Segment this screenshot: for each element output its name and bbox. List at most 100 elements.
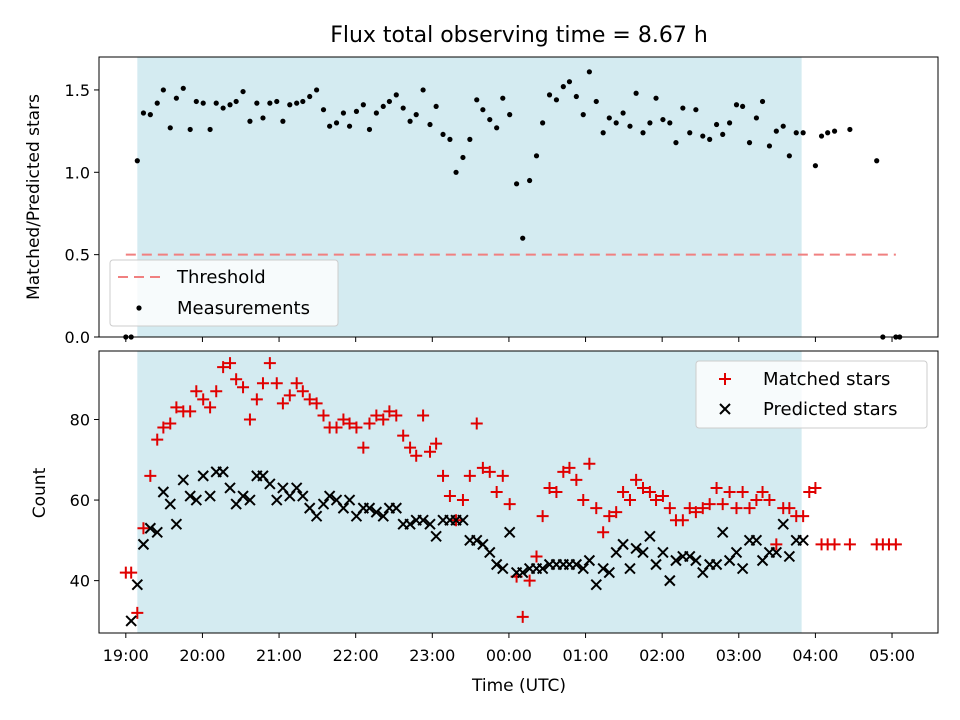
x-tick-label: 22:00: [333, 646, 379, 665]
measurement-point: [134, 158, 140, 164]
x-tick-label: 02:00: [639, 646, 685, 665]
matched-point: [217, 361, 230, 374]
predicted-point: [244, 494, 256, 506]
predicted-point: [144, 522, 157, 534]
matched-point: [296, 385, 309, 398]
measurement-point: [687, 130, 693, 136]
predicted-point: [197, 470, 209, 482]
measurement-point: [700, 133, 706, 139]
predicted-point: [290, 482, 303, 494]
predicted-point: [650, 558, 662, 571]
predicted-point: [457, 514, 469, 526]
measurement-point: [274, 98, 280, 105]
measurement-point: [453, 169, 459, 175]
measurement-point: [373, 110, 379, 116]
legend-predicted-label: Predicted stars: [763, 399, 897, 420]
predicted-point: [783, 550, 796, 563]
matched-point: [404, 441, 417, 454]
predicted-point: [131, 578, 144, 591]
measurement-point: [733, 102, 740, 108]
matched-point: [577, 494, 590, 507]
measurement-point: [786, 153, 792, 159]
measurement-point: [513, 181, 520, 187]
predicted-point: [570, 558, 583, 571]
matched-point: [809, 481, 822, 494]
predicted-point: [151, 526, 163, 538]
predicted-point: [377, 510, 389, 522]
measurement-point: [254, 100, 260, 106]
measurement-point: [447, 136, 453, 142]
matched-point: [583, 457, 596, 470]
matched-point: [723, 486, 736, 498]
predicted-point: [430, 530, 442, 543]
measurement-point: [333, 120, 340, 126]
measurement-point: [400, 105, 406, 111]
legend-measurements-swatch: [136, 305, 142, 311]
measurement-point: [660, 116, 666, 123]
matched-point: [144, 469, 157, 482]
predicted-point: [204, 490, 216, 502]
matched-point: [643, 486, 656, 498]
matched-point: [350, 421, 363, 434]
measurement-point: [200, 100, 206, 106]
predicted-point: [177, 474, 189, 486]
top-y-tick-label: 1.0: [65, 163, 90, 182]
measurement-point: [220, 105, 226, 111]
matched-point: [530, 550, 543, 563]
matched-point: [417, 409, 430, 422]
bottom-legend: Matched stars Predicted stars: [695, 360, 928, 429]
measurement-point: [680, 105, 686, 111]
predicted-point: [125, 615, 137, 627]
predicted-point: [424, 518, 436, 530]
measurement-point: [460, 154, 466, 161]
matched-point: [523, 574, 536, 587]
predicted-point: [297, 490, 309, 502]
matched-point: [263, 357, 276, 370]
measurement-point: [713, 121, 720, 128]
measurement-point: [773, 128, 779, 134]
predicted-point: [370, 506, 383, 518]
predicted-point: [624, 562, 636, 575]
measurement-point: [494, 125, 500, 131]
predicted-point: [664, 574, 676, 587]
predicted-point: [317, 498, 330, 510]
measurement-point: [260, 115, 266, 121]
matched-point: [496, 469, 509, 482]
chart-title: Flux total observing time = 8.67 h: [330, 23, 708, 48]
x-tick-label: 05:00: [869, 646, 915, 665]
matched-point: [650, 494, 663, 507]
measurement-point: [707, 136, 713, 142]
matched-point: [317, 409, 330, 422]
matched-point: [276, 397, 289, 410]
measurement-point: [407, 118, 413, 124]
matched-point: [630, 473, 643, 486]
measurement-point: [140, 110, 147, 116]
predicted-point: [597, 562, 609, 575]
matched-point: [283, 389, 296, 402]
measurement-point: [440, 131, 446, 138]
matched-point: [503, 498, 516, 511]
matched-point: [610, 506, 623, 519]
measurement-point: [507, 112, 513, 118]
matched-point: [623, 494, 636, 507]
measurement-point: [294, 100, 300, 106]
predicted-point: [310, 510, 323, 522]
measurement-point: [573, 93, 579, 100]
predicted-point: [670, 554, 682, 567]
matched-point: [617, 486, 630, 498]
predicted-point: [710, 558, 723, 571]
matched-point: [164, 417, 177, 430]
measurement-point: [353, 108, 360, 114]
measurement-point: [320, 107, 327, 113]
top-y-axis: 0.0 0.5 1.0 1.5: [65, 81, 99, 347]
matched-point: [743, 502, 756, 515]
measurement-point: [173, 95, 179, 101]
legend-threshold-label: Threshold: [176, 267, 266, 288]
x-tick-label: 20:00: [179, 646, 225, 665]
predicted-point: [736, 562, 749, 575]
matched-point: [756, 486, 769, 498]
matched-point: [683, 502, 696, 515]
predicted-point: [577, 562, 589, 575]
x-tick-label: 21:00: [256, 646, 302, 665]
top-y-tick-label: 1.5: [65, 81, 90, 100]
